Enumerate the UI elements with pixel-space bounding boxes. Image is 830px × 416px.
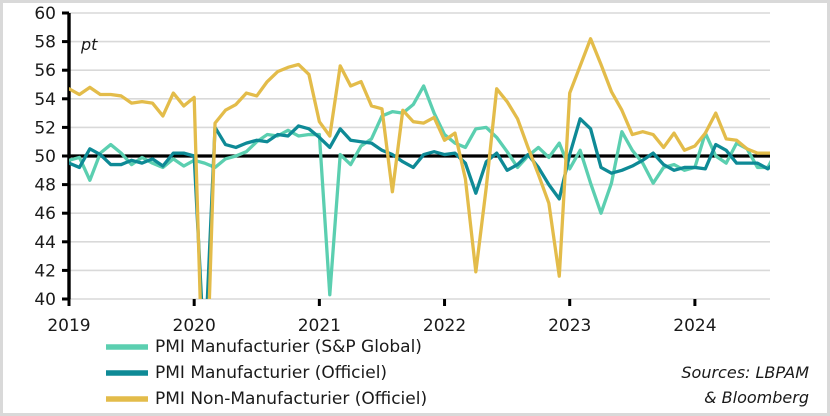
y-tick-label-46: 46 xyxy=(34,204,56,224)
y-tick-label-56: 56 xyxy=(34,61,56,81)
y-tick-label-42: 42 xyxy=(34,261,56,281)
source-line-2: & Bloomberg xyxy=(704,388,809,407)
y-tick-label-60: 60 xyxy=(34,4,56,24)
y-tick-label-58: 58 xyxy=(34,33,56,53)
unit-label: pt xyxy=(80,35,98,54)
y-tick-label-52: 52 xyxy=(34,118,56,138)
x-tick-label-2024: 2024 xyxy=(673,316,716,336)
x-axis-ticks-group xyxy=(67,299,697,306)
series-lines-group xyxy=(69,37,770,299)
legend-label-0: PMI Manufacturier (S&P Global) xyxy=(155,337,422,357)
x-tick-label-2023: 2023 xyxy=(548,316,591,336)
source-line-1: Sources: LBPAM xyxy=(681,363,809,382)
y-tick-label-48: 48 xyxy=(34,176,56,196)
gridlines-group xyxy=(69,12,770,300)
series-line-1 xyxy=(69,117,770,299)
x-axis-tick-labels-group: 2019 2020 2021 2022 2023 2024 xyxy=(47,316,716,336)
legend: PMI Manufacturier (S&P Global) PMI Manufa… xyxy=(106,337,427,409)
legend-label-1: PMI Manufacturier (Officiel) xyxy=(155,363,387,383)
y-tick-label-40: 40 xyxy=(34,290,56,310)
x-tick-label-2022: 2022 xyxy=(423,316,466,336)
x-tick-label-2019: 2019 xyxy=(47,316,90,336)
legend-label-2: PMI Non-Manufacturier (Officiel) xyxy=(155,389,427,409)
y-tick-label-44: 44 xyxy=(34,233,56,253)
series-line-2 xyxy=(69,37,770,299)
y-axis-tick-labels-group: 40 42 44 46 48 50 52 54 56 58 60 xyxy=(34,4,56,310)
y-tick-label-50: 50 xyxy=(34,147,56,167)
y-tick-label-54: 54 xyxy=(34,90,56,110)
x-tick-label-2020: 2020 xyxy=(173,316,216,336)
x-tick-label-2021: 2021 xyxy=(298,316,341,336)
